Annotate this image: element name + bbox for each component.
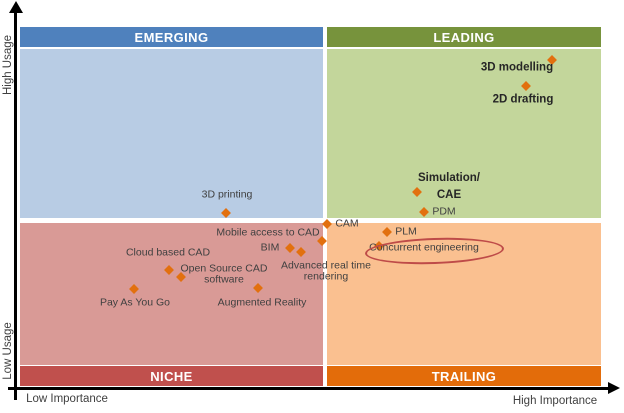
quadrant-leading-fill — [327, 49, 601, 218]
quadrant-trailing: TRAILING — [327, 223, 601, 386]
label-cloud-based-cad: Cloud based CAD — [125, 246, 211, 259]
quadrant-niche: NICHE — [20, 223, 323, 386]
quadrant-emerging-title: EMERGING — [20, 27, 323, 47]
quadrant-leading: LEADING — [327, 27, 601, 218]
y-axis-line — [14, 8, 17, 400]
quadrant-leading-title: LEADING — [327, 27, 601, 47]
y-axis-label-low: Low Usage — [2, 322, 14, 380]
quadrant-emerging: EMERGING — [20, 27, 323, 218]
x-axis-label-high: High Importance — [512, 395, 598, 407]
label-open-source-cad-software: Open Source CAD software — [180, 262, 268, 286]
x-axis-line — [8, 387, 610, 390]
label-mobile-access-to-cad: Mobile access to CAD — [216, 226, 320, 239]
label-2d-drafting: 2D drafting — [492, 93, 554, 106]
quadrant-niche-fill — [20, 223, 323, 365]
label-pay-as-you-go: Pay As You Go — [99, 296, 171, 309]
label-augmented-reality: Augmented Reality — [217, 296, 307, 309]
quadrant-niche-title: NICHE — [20, 366, 323, 386]
x-axis-arrowhead-icon — [608, 382, 620, 394]
label-plm: PLM — [395, 225, 417, 238]
label-simulation-cae: Simulation/ CAE — [418, 171, 480, 201]
x-axis-label-low: Low Importance — [26, 393, 108, 405]
label-advanced-real-time-rendering: Advanced real time rendering — [281, 259, 371, 283]
y-axis-label-high: High Usage — [2, 34, 14, 96]
label-pdm: PDM — [432, 205, 456, 218]
quadrant-emerging-fill — [20, 49, 323, 218]
label-3d-modelling: 3D modelling — [480, 61, 554, 74]
label-concurrent-engineering: Concurrent engineering — [369, 241, 479, 254]
quadrant-trailing-title: TRAILING — [327, 366, 601, 386]
label-cam: CAM — [335, 217, 359, 230]
y-axis-arrowhead-icon — [9, 1, 23, 13]
label-bim: BIM — [260, 241, 280, 254]
quadrant-trailing-fill — [327, 223, 601, 365]
label-3d-printing: 3D printing — [201, 188, 253, 201]
